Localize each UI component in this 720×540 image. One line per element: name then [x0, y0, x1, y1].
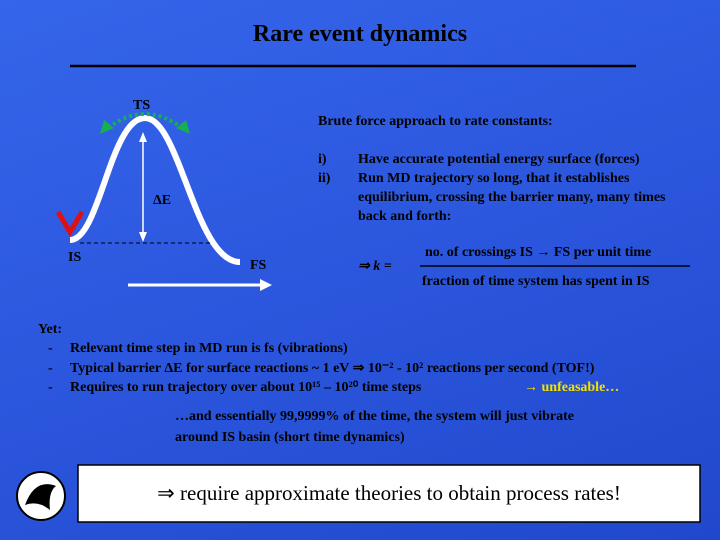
energy-curve	[69, 114, 241, 265]
yet-heading: Yet:	[38, 322, 63, 337]
dash: -	[48, 341, 53, 356]
dash: -	[48, 380, 53, 395]
title: Rare event dynamics	[252, 21, 468, 47]
label-delta-e: ΔE	[153, 193, 172, 208]
item-text: Run MD trajectory so long, that it estab…	[358, 171, 666, 224]
is-vibration	[55, 210, 85, 237]
yet-item: Relevant time step in MD run is fs (vibr…	[70, 341, 348, 356]
item-marker: ii)	[318, 171, 331, 186]
logo-head	[25, 484, 56, 510]
item-marker: i)	[318, 152, 327, 167]
arrowhead-up	[139, 132, 147, 142]
yet-item: Requires to run trajectory over about 10…	[70, 380, 422, 395]
formula-denominator: fraction of time system has spent in IS	[422, 274, 650, 289]
dash: -	[48, 361, 53, 376]
ts-arc	[106, 112, 184, 130]
conclusion: ⇒ require approximate theories to obtain…	[157, 481, 621, 505]
ts-arrow-left	[100, 120, 114, 134]
label-ts: TS	[133, 98, 151, 113]
formula-numerator: no. of crossings IS → FS per unit time	[425, 245, 652, 260]
item-text: Have accurate potential energy surface (…	[358, 152, 640, 167]
note: …and essentially 99,9999% of the time, t…	[175, 409, 574, 445]
ts-arrow-right	[176, 120, 190, 134]
arrowhead-down	[139, 232, 147, 242]
unfeasable: → unfeasable…	[524, 380, 620, 395]
axis-arrowhead	[260, 279, 272, 291]
yet-item: Typical barrier ΔE for surface reactions…	[70, 361, 595, 376]
formula-lhs: ⇒ k =	[358, 259, 392, 274]
brute-heading: Brute force approach to rate constants:	[318, 114, 553, 129]
conclusion-box	[77, 464, 701, 523]
label-fs: FS	[250, 258, 267, 273]
label-is: IS	[68, 250, 82, 265]
